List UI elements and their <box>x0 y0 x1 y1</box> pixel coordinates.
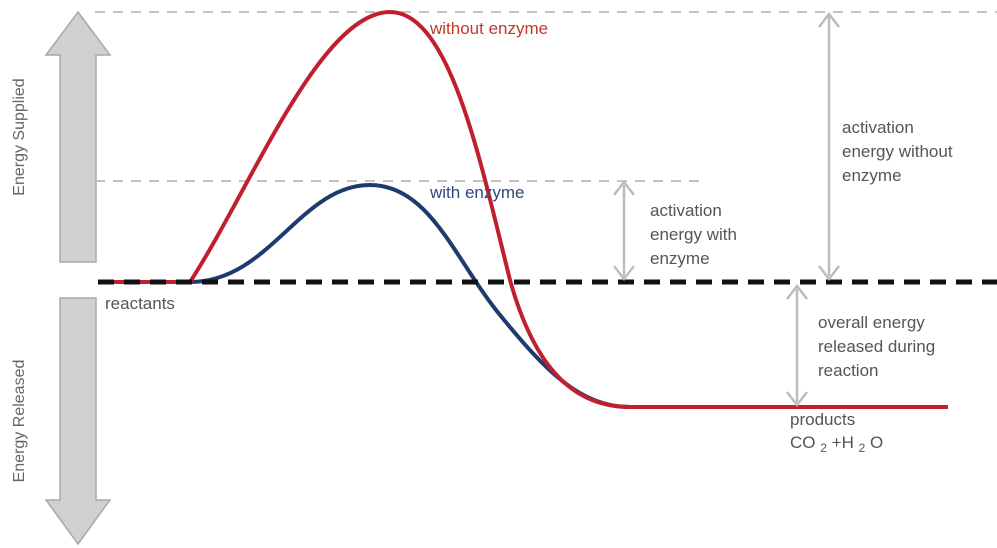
with-enzyme-label: with enzyme <box>429 183 524 202</box>
overall-energy-label: overall energy released during reaction <box>818 313 940 380</box>
activation-with-enzyme-label: activation energy with enzyme <box>650 201 742 268</box>
curve-without-enzyme <box>100 9 948 409</box>
activation-without-line-1: activation <box>842 118 914 137</box>
energy-released-label: Energy Released <box>11 360 28 483</box>
overall-line-2: released during <box>818 337 935 356</box>
energy-supplied-arrow <box>44 10 112 263</box>
activation-without-enzyme-arrow <box>818 11 840 282</box>
activation-with-line-2: energy with <box>650 225 737 244</box>
formula-co: CO <box>790 433 816 452</box>
overall-line-1: overall energy <box>818 313 925 332</box>
formula-plus-h: +H <box>832 433 854 452</box>
activation-without-enzyme-label: activation energy without enzyme <box>842 118 957 185</box>
formula-sub-1: 2 <box>820 441 827 455</box>
without-enzyme-label: without enzyme <box>429 19 548 38</box>
formula-sub-2: 2 <box>859 441 866 455</box>
activation-without-line-3: enzyme <box>842 166 902 185</box>
energy-supplied-label: Energy Supplied <box>11 78 28 195</box>
energy-released-arrow <box>44 297 112 546</box>
activation-without-line-2: energy without <box>842 142 953 161</box>
overall-line-3: reaction <box>818 361 878 380</box>
reactants-label: reactants <box>105 294 175 313</box>
activation-with-enzyme-arrow <box>613 179 635 282</box>
overall-energy-arrow <box>786 283 808 408</box>
products-label: products <box>790 410 855 429</box>
products-formula: CO 2 +H 2 O <box>790 433 883 456</box>
activation-with-line-1: activation <box>650 201 722 220</box>
activation-with-line-3: enzyme <box>650 249 710 268</box>
down-arrow-icon <box>44 297 112 546</box>
formula-o: O <box>870 433 883 452</box>
up-arrow-icon <box>44 10 112 263</box>
